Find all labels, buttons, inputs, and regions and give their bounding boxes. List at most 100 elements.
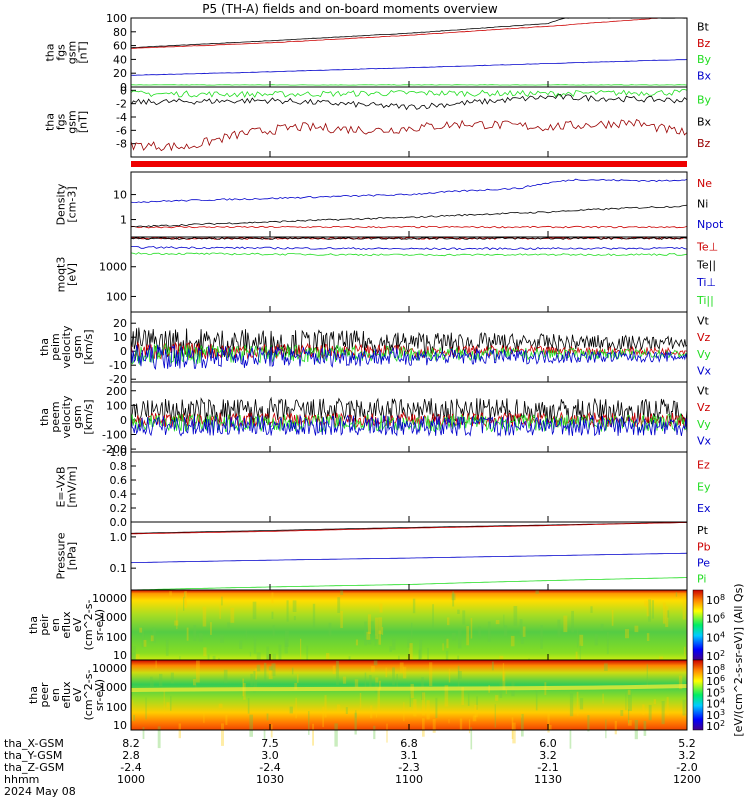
spectrogram-texture (557, 619, 561, 638)
spectrogram-texture (510, 635, 515, 647)
spectrogram-texture (263, 729, 266, 740)
series-line-By (130, 89, 688, 99)
spectrogram-texture (468, 719, 471, 734)
spectrogram-texture (169, 591, 172, 596)
y-tick-label: 0 (120, 81, 127, 94)
series-line-Bz (130, 119, 688, 152)
spectrogram-texture (255, 668, 257, 680)
spectrogram-texture (155, 660, 157, 669)
y-tick-label: 60 (113, 40, 127, 53)
spectrogram-texture (225, 714, 228, 725)
legend-By: By (697, 93, 712, 106)
colorbar-tick-label: 104 (706, 630, 725, 644)
y-tick-label: 10 (113, 719, 127, 732)
spectrogram-texture (648, 599, 651, 622)
spectrogram-texture (590, 606, 593, 613)
spectrogram-texture (369, 675, 372, 687)
series-line-Te|| (130, 236, 688, 240)
spectrogram-texture (470, 727, 473, 750)
spectrogram-texture (540, 625, 543, 649)
x-axis-value: -2.4 (120, 761, 142, 774)
spectrogram-texture (184, 594, 187, 605)
y-axis-label: tha (27, 616, 40, 634)
xaxis-row-label: hhmm (4, 773, 40, 786)
spectrogram-texture (378, 617, 383, 635)
panel-7: E=-VxB[mV/m] 1.00.80.60.40.20.0 Ez Ey Ex (55, 446, 711, 529)
y-tick-label: 100 (106, 631, 127, 644)
spectrogram-texture (375, 677, 379, 683)
spectrogram-texture (646, 633, 650, 641)
spectrogram-texture (381, 627, 384, 635)
spectrogram-texture (675, 592, 678, 597)
x-axis-value: 3.1 (400, 749, 418, 762)
spectrogram-texture (142, 727, 145, 739)
spectrogram-texture (193, 625, 197, 641)
spectrogram-texture (665, 606, 669, 627)
spectrogram-texture (312, 603, 316, 628)
colorbar-tick-label: 105 (706, 685, 725, 699)
spectrogram-texture (367, 614, 371, 634)
spectrogram-texture (576, 691, 579, 716)
legend-Ey: Ey (697, 480, 711, 493)
y-axis-label: en (49, 618, 62, 632)
date-label: 2024 May 08 (4, 785, 76, 798)
spectrogram-texture (150, 635, 154, 642)
spectrogram-texture (295, 697, 297, 719)
x-axis-value: 1130 (534, 773, 562, 786)
spectrogram-texture (289, 706, 293, 714)
spectrogram-texture (249, 651, 252, 657)
spectrogram-texture (266, 713, 269, 721)
spectrogram-texture (535, 689, 538, 711)
spectrogram-texture (328, 622, 332, 636)
y-axis-label: Density (55, 183, 68, 225)
legend-Pt: Pt (697, 524, 709, 537)
spectrogram-texture (253, 636, 257, 654)
y-axis-label: fgs (55, 113, 68, 130)
spectrogram-texture (300, 638, 302, 661)
y-axis-label: Pressure (55, 532, 68, 579)
spectrogram-texture (466, 626, 469, 646)
series-line-Vy (130, 342, 688, 366)
spectrogram-texture (198, 633, 203, 642)
legend-Ti⊥: Ti⊥ (696, 276, 716, 289)
spectrogram-texture (606, 631, 609, 655)
y-axis-label: eflux (60, 611, 73, 639)
spectrogram-texture (176, 606, 178, 630)
y-tick-label: 1.0 (110, 531, 128, 544)
spectrogram-texture (447, 617, 450, 626)
spectrogram-texture (278, 644, 282, 669)
y-axis-label: eV (71, 687, 84, 702)
series-line-Ti⊥ (131, 246, 688, 251)
y-axis-label: peer (38, 682, 51, 708)
x-axis-value: 6.0 (539, 737, 557, 750)
spectrogram-texture (133, 714, 135, 721)
spectrogram-texture (166, 702, 170, 708)
spectrogram-texture (243, 683, 246, 700)
spectrogram-texture (312, 723, 314, 746)
spectrogram-texture (625, 692, 627, 711)
y-tick-label: 0.1 (110, 562, 128, 575)
y-axis-label: gsm (66, 41, 79, 64)
y-axis-label: eV (71, 617, 84, 632)
spectrogram-texture (462, 610, 466, 625)
panel-3: Density[cm-3] 10 1 Ne Ni Npot (55, 171, 724, 238)
spectrogram-texture (627, 689, 631, 695)
spectrogram-texture (202, 606, 207, 627)
y-tick-label: 10000 (92, 592, 127, 605)
spectrogram-texture (521, 713, 524, 737)
xaxis-row-label: tha_X-GSM (4, 737, 64, 750)
y-tick-label: 10000 (92, 662, 127, 675)
spectrogram-texture (221, 723, 224, 746)
spectrogram-texture (221, 596, 223, 606)
spectrogram-texture (223, 669, 228, 683)
spectrogram-texture (569, 729, 572, 749)
spectrogram-texture (256, 664, 261, 672)
spectrogram-texture (337, 597, 341, 613)
spectrogram-texture (457, 609, 460, 614)
legend-Vy: Vy (697, 418, 711, 431)
y-axis-label: velocity (60, 325, 73, 368)
legend-Ex: Ex (697, 502, 711, 515)
y-axis-label: [nT] (77, 41, 90, 63)
spectrogram-texture (548, 724, 552, 730)
y-tick-label: 100 (106, 12, 127, 25)
